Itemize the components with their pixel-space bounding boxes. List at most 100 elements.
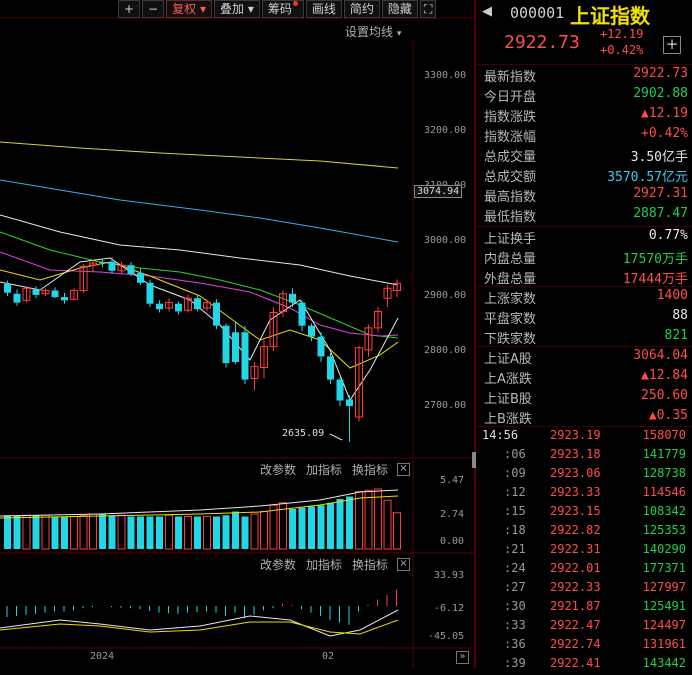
candle-up — [260, 346, 268, 369]
tick-price: 2922.82 — [550, 523, 601, 537]
quote-row-value: +0.42% — [641, 126, 688, 141]
quote-row-label: 指数涨跌 — [484, 110, 537, 125]
tick-volume: 140290 — [642, 542, 686, 556]
candle-down — [99, 261, 106, 263]
tick-time: :39 — [504, 656, 526, 670]
candle-down — [317, 336, 325, 357]
tick-price: 2922.01 — [550, 561, 601, 575]
fuquan-button[interactable]: 复权 ▾ — [166, 0, 212, 18]
volume-bar-down — [127, 516, 135, 549]
tick-volume: 143442 — [642, 656, 686, 670]
ma-120-line — [0, 179, 399, 243]
vol-param-button[interactable]: 改参数 — [260, 463, 297, 477]
quote-row-value: 2887.47 — [633, 206, 688, 221]
ma-setting-button[interactable]: 设置均线 ▾ — [345, 23, 401, 40]
tick-row: :24 2922.01 177371 — [476, 561, 692, 580]
candle-up — [269, 312, 278, 348]
simple-button[interactable]: 简约 — [343, 0, 380, 18]
hide-button[interactable]: 隐藏 — [381, 0, 418, 18]
tick-price: 2922.31 — [550, 542, 601, 556]
right-scroll-handle[interactable] — [472, 452, 476, 468]
add-watchlist-icon[interactable]: + — [663, 36, 681, 54]
volume-bar-down — [194, 516, 201, 549]
quote-row-label: 外盘总量 — [484, 272, 537, 287]
quote-row: 上B涨跌 ▲0.35 — [482, 406, 690, 427]
vol-close-icon[interactable]: × — [397, 463, 410, 476]
sep-5 — [476, 426, 692, 427]
zoom-out-button[interactable]: − — [142, 0, 165, 18]
macd-add-indicator-button[interactable]: 加指标 — [306, 558, 343, 572]
quote-row-value: 88 — [672, 308, 688, 323]
candle-down — [108, 261, 116, 271]
quote-row: 指数涨跌 ▲12.19 — [482, 104, 690, 125]
volume-bar-down — [213, 516, 220, 549]
quote-row-label: 总成交额 — [484, 170, 537, 185]
zoom-in-button[interactable]: + — [118, 0, 141, 18]
low-annotation-arrow — [329, 433, 343, 441]
quote-row: 上证B股 250.60 — [482, 386, 690, 407]
candle-up — [165, 302, 173, 309]
macd-tick-max: 33.93 — [434, 570, 465, 581]
candle-up — [79, 265, 88, 291]
macd-tick-min: -45.05 — [428, 631, 465, 642]
candle-up — [393, 282, 401, 292]
candle-up — [89, 262, 97, 266]
quote-row-label: 上A涨跌 — [484, 372, 532, 387]
draw-line-button[interactable]: 画线 — [305, 0, 342, 18]
ma-60-line — [0, 214, 399, 286]
volume-bar-down — [156, 516, 163, 549]
quote-row-label: 指数涨幅 — [484, 130, 537, 145]
quote-row-label: 最低指数 — [484, 210, 537, 225]
index-code: 000001 — [510, 4, 565, 22]
quote-row: 上A涨跌 ▲12.84 — [482, 366, 690, 387]
quote-row-value: 250.60 — [641, 388, 688, 403]
volume-bar-up — [250, 513, 259, 550]
tick-price: 2922.41 — [550, 656, 601, 670]
macd-close-icon[interactable]: × — [397, 558, 410, 571]
tick-row: :27 2922.33 127997 — [476, 580, 692, 599]
volume-bar-down — [32, 515, 40, 549]
price-tick-3000: 3000.00 — [424, 235, 467, 246]
tick-price: 2923.06 — [550, 466, 601, 480]
scroll-right-icon[interactable]: » — [456, 651, 469, 664]
tick-row: :18 2922.82 125353 — [476, 523, 692, 542]
notification-dot-icon — [292, 1, 298, 6]
tick-time: :06 — [504, 447, 526, 461]
candle-up — [364, 327, 373, 351]
vol-switch-indicator-button[interactable]: 换指标 — [352, 463, 389, 477]
candle-down — [32, 289, 40, 295]
volume-bar-up — [41, 514, 50, 550]
index-name: 上证指数 — [570, 4, 650, 28]
tick-time: :15 — [504, 504, 526, 518]
quote-row-value: 3570.57亿元 — [607, 170, 688, 185]
macd-param-button[interactable]: 改参数 — [260, 558, 297, 572]
tick-volume: 108342 — [642, 504, 686, 518]
volume-bar-down — [175, 516, 182, 549]
candle-down — [137, 272, 144, 283]
quote-row: 总成交额 3570.57亿元 — [482, 164, 690, 185]
candle-down — [175, 303, 182, 312]
ma-20-line — [0, 251, 399, 337]
quote-row-value: 2922.73 — [633, 66, 688, 81]
macd-dea-line — [0, 619, 399, 635]
kline-chart[interactable] — [0, 0, 476, 668]
quote-row: 总成交量 3.50亿手 — [482, 144, 690, 165]
volume-bar-down — [61, 516, 68, 549]
chips-button[interactable]: 筹码 — [261, 0, 304, 18]
expand-icon[interactable]: ⛶ — [419, 0, 437, 18]
quote-row: 最低指数 2887.47 — [482, 204, 690, 225]
quote-row-label: 上B涨跌 — [484, 412, 532, 427]
volume-bar-up — [70, 516, 78, 550]
tick-price: 2922.33 — [550, 580, 601, 594]
quote-row-label: 最高指数 — [484, 190, 537, 205]
vol-add-indicator-button[interactable]: 加指标 — [306, 463, 343, 477]
macd-switch-indicator-button[interactable]: 换指标 — [352, 558, 389, 572]
tick-price: 2923.19 — [550, 428, 601, 442]
candle-down — [336, 379, 344, 401]
quote-row: 平盘家数 88 — [482, 306, 690, 327]
quote-row-label: 上证A股 — [484, 352, 532, 367]
collapse-arrow-icon[interactable]: ◀ — [482, 4, 492, 19]
overlay-button[interactable]: 叠加 ▾ — [214, 0, 260, 18]
volume-bar-up — [79, 514, 88, 550]
quote-row-label: 总成交量 — [484, 150, 537, 165]
